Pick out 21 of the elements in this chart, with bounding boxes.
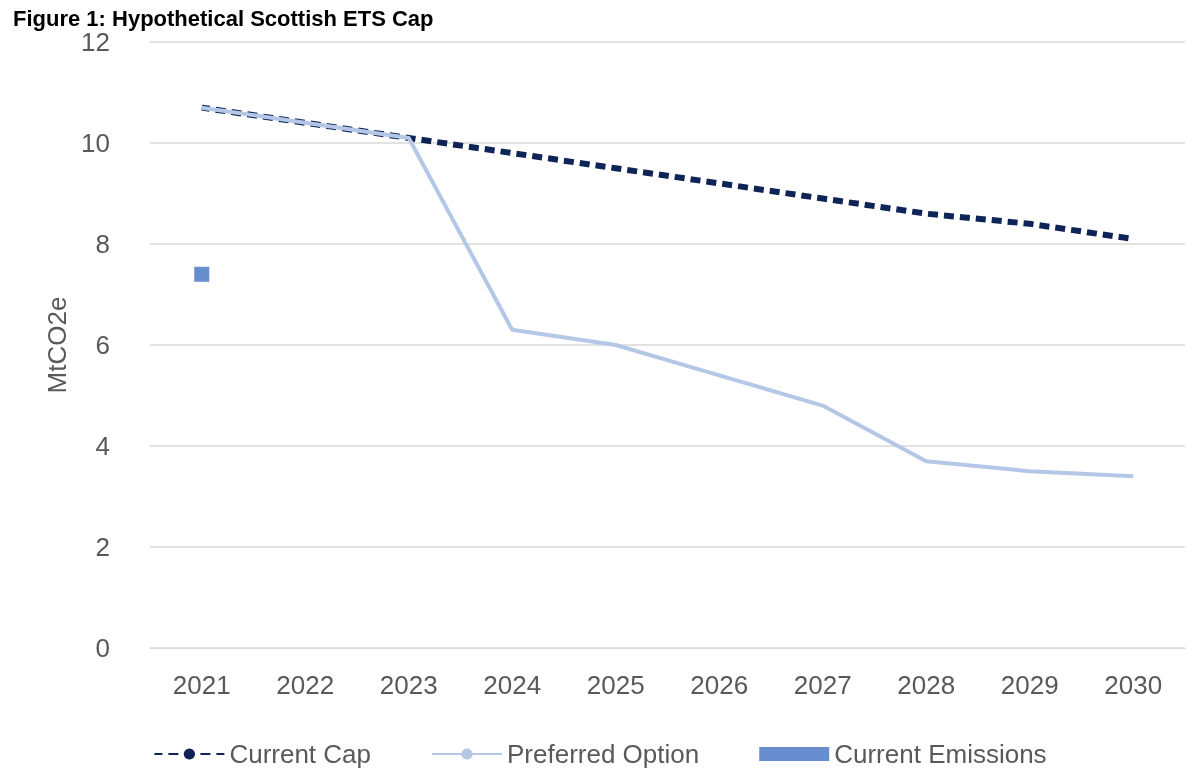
x-tick-label: 2023 [379, 670, 438, 700]
legend-label: Current Cap [229, 739, 372, 769]
x-tick-label: 2028 [897, 670, 956, 700]
y-axis-title: MtCO2e [42, 296, 72, 394]
x-tick-label: 2027 [793, 670, 852, 700]
x-tick-label: 2025 [586, 670, 645, 700]
x-tick-label: 2026 [690, 670, 749, 700]
y-tick-label: 10 [81, 128, 110, 158]
y-tick-label: 0 [95, 633, 110, 663]
y-tick-label: 4 [95, 431, 110, 461]
x-tick-label: 2030 [1104, 670, 1163, 700]
x-tick-label: 2024 [483, 670, 542, 700]
x-tick-label: 2029 [1000, 670, 1059, 700]
line-series [199, 105, 1136, 479]
legend-label: Current Emissions [834, 739, 1047, 769]
y-tick-label: 2 [95, 532, 110, 562]
x-tick-label: 2021 [172, 670, 231, 700]
y-tick-label: 6 [95, 330, 110, 360]
x-tick-label: 2022 [276, 670, 335, 700]
legend-label: Preferred Option [507, 739, 700, 769]
y-tick-label: 8 [95, 229, 110, 259]
